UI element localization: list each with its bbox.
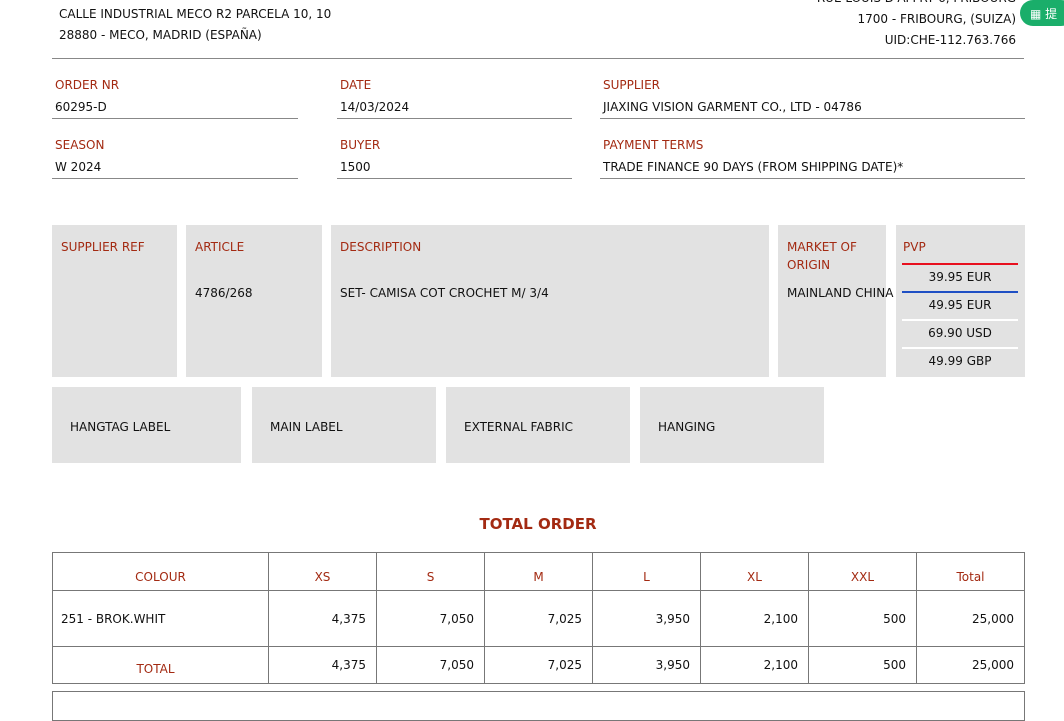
text: SET- CAMISA COT CROCHET M/ 3/4 [340, 286, 549, 300]
text: JIAXING VISION GARMENT CO., LTD - 04786 [603, 100, 862, 114]
text: TRADE FINANCE 90 DAYS (FROM SHIPPING DAT… [603, 160, 904, 174]
sender-address: CALLE INDUSTRIAL MECO R2 PARCELA 10, 10 … [59, 4, 331, 46]
hangtag-label-box: HANGTAG LABEL [52, 387, 241, 463]
text: CALLE INDUSTRIAL MECO R2 PARCELA 10, 10 [59, 7, 332, 21]
text: 7,025 [484, 590, 593, 647]
total-order-title: TOTAL ORDER [479, 515, 597, 533]
buyer-field: BUYER 1500 [337, 138, 572, 179]
text: BUYER [340, 138, 381, 152]
text: 2,100 [700, 590, 809, 647]
order-nr-field: ORDER NR 60295-D [52, 78, 298, 119]
text: 3,950 [592, 590, 701, 647]
text: 500 [808, 646, 917, 684]
text: UID:CHE-112.763.766 [884, 33, 1016, 47]
text: 2,100 [700, 646, 809, 684]
text: 7,025 [484, 646, 593, 684]
text: SUPPLIER REF [61, 240, 145, 254]
text: 4,375 [268, 646, 377, 684]
text: 1500 [340, 160, 371, 174]
hanging-box: HANGING [640, 387, 824, 463]
text: 4,375 [268, 590, 377, 647]
table-icon: ▦ [1030, 7, 1046, 21]
description-box: DESCRIPTION SET- CAMISA COT CROCHET M/ 3/… [331, 225, 769, 377]
text: MAINLAND CHINA [787, 286, 894, 300]
table-header: COLOUR XS S M L XL XXL Total [52, 552, 1025, 591]
price-eur: 39.95 EUR [928, 270, 992, 284]
date-field: DATE 14/03/2024 [337, 78, 572, 119]
text: 500 [808, 590, 917, 647]
origin-box: MARKET OF ORIGIN MAINLAND CHINA [778, 225, 893, 377]
text: SEASON [55, 138, 105, 152]
text: XXL [808, 552, 917, 591]
text: M [484, 552, 593, 591]
text: L [592, 552, 701, 591]
text: 提 [1045, 7, 1058, 21]
text: ARTICLE [195, 240, 245, 254]
text: 7,050 [376, 590, 485, 647]
text: XL [700, 552, 809, 591]
text: 3,950 [592, 646, 701, 684]
price-eur-2: 49.95 EUR [928, 298, 992, 312]
divider [902, 291, 1018, 293]
next-section-box [52, 691, 1025, 721]
text: XS [268, 552, 377, 591]
text: DESCRIPTION [340, 240, 422, 254]
text: HANGING [658, 420, 716, 434]
text: 60295-D [55, 100, 107, 114]
supplier-field: SUPPLIER JIAXING VISION GARMENT CO., LTD … [600, 78, 1025, 119]
text: S [376, 552, 485, 591]
main-label-box: MAIN LABEL [252, 387, 436, 463]
text: W 2024 [55, 160, 102, 174]
text: HANGTAG LABEL [70, 420, 171, 434]
season-field: SEASON W 2024 [52, 138, 298, 179]
text: PVP [903, 240, 926, 254]
text: PAYMENT TERMS [603, 138, 704, 152]
text: 14/03/2024 [340, 100, 410, 114]
text: 4786/268 [195, 286, 253, 300]
text: 251 - BROK.WHIT [52, 590, 269, 647]
divider [902, 319, 1018, 321]
text: 25,000 [916, 590, 1025, 647]
text: Total [916, 552, 1025, 591]
pvp-box: PVP 39.95 EUR 49.95 EUR 69.90 USD 49.99 … [896, 225, 1025, 377]
text: MAIN LABEL [270, 420, 343, 434]
price-usd: 69.90 USD [928, 326, 992, 340]
text: SUPPLIER [603, 78, 661, 92]
divider [52, 58, 1024, 59]
text: COLOUR [52, 552, 269, 591]
text: DATE [340, 78, 372, 92]
total-order-table: COLOUR XS S M L XL XXL Total 251 - BROK.WHIT 4,3… [52, 552, 1025, 684]
text: ORDER NR [55, 78, 120, 92]
text: 28880 - MECO, MADRID (ESPAÑA) [59, 28, 262, 42]
text: TOTAL [52, 646, 269, 684]
total-row: TOTAL 4,375 7,050 7,025 3,950 2,100 500 25,000 [52, 646, 1025, 684]
article-box: ARTICLE 4786/268 [186, 225, 322, 377]
supplier-ref-box: SUPPLIER REF [52, 225, 177, 377]
table-row: 251 - BROK.WHIT 4,375 7,050 7,025 3,950 2,100… [52, 590, 1025, 647]
extract-button[interactable]: ▦ 提 [1020, 0, 1064, 26]
text: EXTERNAL FABRIC [464, 420, 574, 434]
price-gbp: 49.99 GBP [928, 354, 992, 368]
text: 25,000 [916, 646, 1025, 684]
divider [902, 347, 1018, 349]
external-fabric-box: EXTERNAL FABRIC [446, 387, 630, 463]
divider [902, 263, 1018, 265]
text: MARKET OF ORIGIN [787, 240, 857, 272]
text: RUE LOUIS D'AFFRY 6, FRIBOURG [817, 0, 1016, 9]
payment-terms-field: PAYMENT TERMS TRADE FINANCE 90 DAYS (FROM… [600, 138, 1025, 179]
recipient-address: RUE LOUIS D'AFFRY 6, FRIBOURG 1700 - FRI… [817, 0, 1016, 51]
text: 7,050 [376, 646, 485, 684]
text: 1700 - FRIBOURG, (SUIZA) [857, 12, 1016, 26]
